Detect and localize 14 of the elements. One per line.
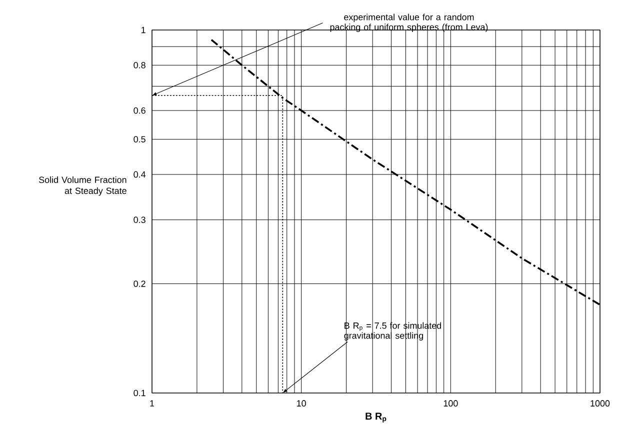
y-tick-label: 0.6: [134, 107, 146, 114]
y-tick-label: 0.5: [134, 136, 146, 142]
x-tick-label: 1: [150, 400, 154, 406]
y-tick-label: 0.4: [134, 171, 146, 178]
x-tick-label: 10: [297, 400, 306, 407]
x-tick-label: 1000: [590, 400, 610, 407]
y-tick-label: 1: [142, 26, 146, 34]
y-tick-label: 0.8: [134, 62, 146, 68]
y-tick-label: 0.1: [134, 390, 146, 396]
x-axis-title: B R$_{p}$: [366, 412, 386, 423]
y-tick-label: 0.2: [134, 280, 146, 287]
y-axis-title: Solid Volume Fraction at Steady State: [39, 176, 126, 196]
x-tick-label: 100: [444, 400, 458, 407]
y-tick-label: 0.3: [134, 216, 146, 223]
